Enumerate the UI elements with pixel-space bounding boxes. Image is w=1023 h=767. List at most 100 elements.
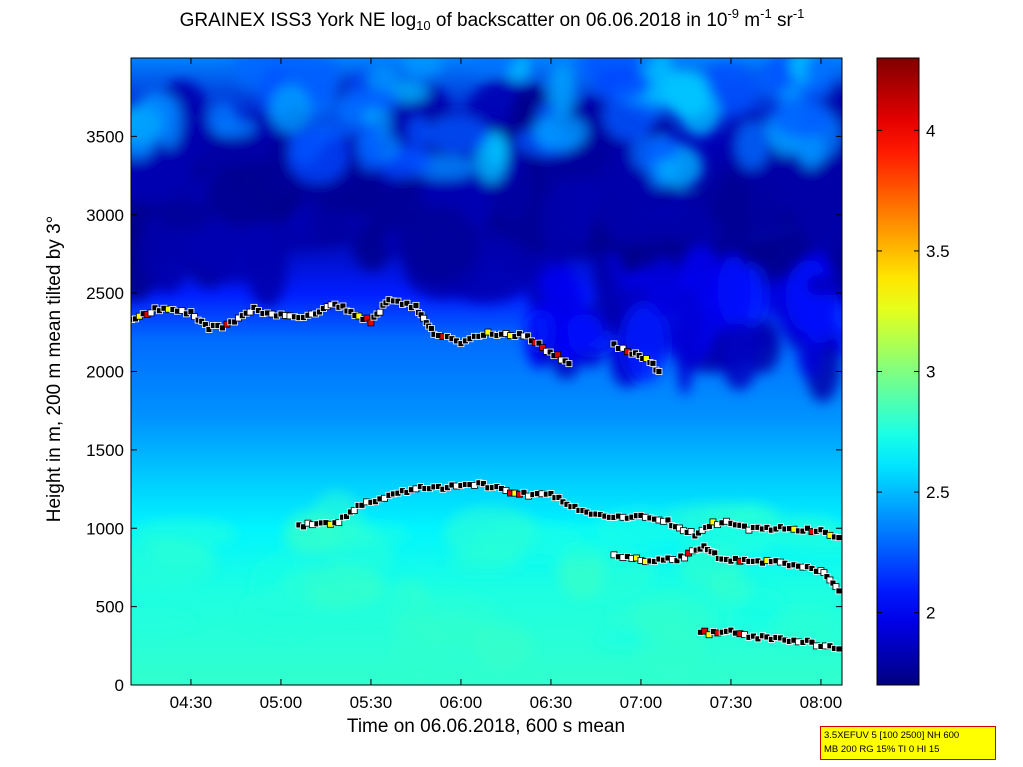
colorbar-tick-label: 4 — [926, 121, 935, 140]
layer-marker — [705, 522, 713, 530]
layer-marker — [649, 359, 657, 367]
y-tick-label: 1000 — [86, 519, 124, 538]
layer-marker — [535, 339, 543, 347]
layer-marker — [219, 324, 226, 332]
x-tick-label: 07:30 — [710, 693, 753, 712]
layer-marker — [201, 321, 209, 328]
x-tick-label: 05:00 — [260, 693, 303, 712]
texture-blob — [717, 163, 756, 268]
colorbar-tick-label: 3 — [926, 363, 935, 382]
texture-blob — [806, 274, 838, 296]
layer-marker — [520, 488, 528, 496]
layer-marker — [687, 528, 695, 535]
layer-marker — [339, 302, 347, 310]
layer-marker — [835, 587, 842, 595]
layer-marker — [700, 542, 708, 550]
texture-blob — [207, 101, 238, 136]
texture-blob — [407, 115, 430, 148]
layer-marker — [565, 360, 573, 368]
y-axis-label: Height in m, 200 m mean tilted by 3° — [44, 215, 65, 523]
colorbar — [876, 57, 920, 686]
layer-marker — [187, 308, 195, 316]
texture-blob — [603, 92, 655, 141]
texture-blob — [631, 593, 711, 643]
texture-blob — [566, 314, 603, 343]
layer-marker — [335, 519, 343, 527]
layer-marker — [673, 557, 681, 565]
layer-marker — [427, 325, 435, 332]
texture-blob — [595, 148, 659, 246]
title-superscript: -9 — [727, 6, 740, 21]
texture-blob — [401, 58, 444, 78]
x-axis-label: Time on 06.06.2018, 600 s mean — [346, 716, 626, 737]
layer-marker — [642, 355, 650, 362]
texture-blob — [797, 130, 824, 170]
texture-blob — [393, 619, 449, 676]
texture-blob — [541, 182, 579, 256]
texture-blob — [529, 523, 624, 560]
layer-marker — [808, 638, 816, 646]
colorbar-tick-label: 2.5 — [926, 483, 950, 502]
title-unit: sr — [771, 10, 793, 31]
layer-marker — [246, 308, 254, 316]
layer-marker — [524, 332, 532, 340]
layer-marker — [205, 326, 213, 333]
title-text-mid: of backscatter on 06.06.2018 in 10 — [430, 10, 728, 31]
texture-blob — [805, 58, 836, 98]
layer-marker — [664, 516, 672, 524]
texture-blob — [772, 96, 831, 139]
texture-blob — [356, 121, 382, 172]
texture-blob — [443, 506, 540, 561]
y-tick-label: 1500 — [86, 441, 124, 460]
texture-blob — [644, 143, 679, 161]
texture-blob — [539, 264, 575, 299]
texture-blob — [487, 133, 508, 167]
layer-marker — [681, 554, 689, 562]
y-tick-label: 0 — [115, 676, 124, 695]
x-tick-label: 08:00 — [800, 693, 843, 712]
info-line-1: 3.5XEFUV 5 [100 2500] NH 600 — [824, 730, 960, 741]
layer-marker — [347, 308, 355, 316]
layer-marker — [300, 523, 307, 531]
layer-marker — [403, 299, 411, 307]
title-text: GRAINEX ISS3 York NE log — [179, 10, 417, 31]
texture-blob — [425, 115, 489, 154]
texture-blob — [399, 205, 480, 284]
texture-blob — [372, 183, 427, 232]
layer-marker — [655, 368, 663, 375]
texture-blob — [717, 255, 751, 326]
x-tick-label: 04:30 — [170, 693, 213, 712]
layer-marker — [554, 351, 562, 359]
texture-blob — [533, 114, 588, 150]
texture-blob — [769, 607, 839, 646]
layer-marker — [555, 493, 563, 501]
y-tick-label: 500 — [96, 598, 124, 617]
layer-marker — [367, 319, 375, 327]
layer-marker — [619, 344, 627, 352]
texture-blob — [595, 68, 652, 101]
layer-marker — [231, 318, 239, 326]
texture-blob — [548, 62, 576, 118]
info-line-2: MB 200 RG 15% TI 0 HI 15 — [824, 744, 940, 755]
layer-marker — [343, 513, 350, 520]
layer-marker — [358, 501, 366, 509]
texture-blob — [131, 104, 163, 142]
layer-marker — [547, 490, 555, 497]
x-tick-label: 05:30 — [350, 693, 393, 712]
texture-blob — [592, 248, 613, 313]
title-subscript: 10 — [416, 18, 431, 33]
title-superscript: -1 — [760, 6, 772, 21]
x-tick-label: 06:30 — [530, 693, 573, 712]
chart-title: GRAINEX ISS3 York NE log10 of backscatte… — [0, 6, 984, 33]
texture-blob — [338, 88, 399, 113]
texture-blob — [131, 612, 198, 633]
texture-blob — [157, 199, 212, 231]
layer-marker — [191, 313, 198, 321]
colorbar-tick-label: 2 — [926, 604, 935, 623]
layer-marker — [147, 309, 155, 317]
layer-marker — [835, 534, 842, 542]
title-unit: m — [739, 10, 761, 31]
layer-marker — [610, 340, 618, 348]
texture-blob — [470, 58, 519, 75]
